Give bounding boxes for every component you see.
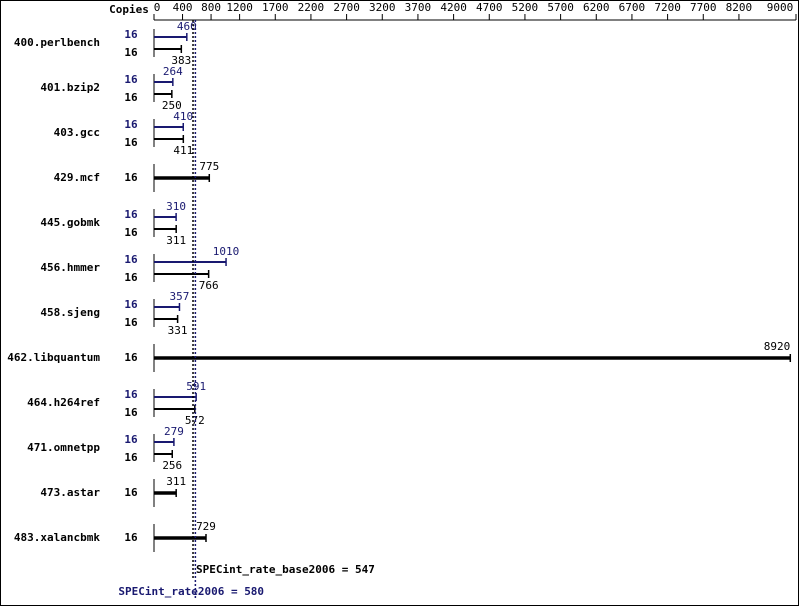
copies: 16 xyxy=(124,388,138,401)
copies: 16 xyxy=(124,73,138,86)
value-label: 766 xyxy=(199,279,219,292)
category-label: 445.gobmk xyxy=(40,216,100,229)
x-tick-label: 6700 xyxy=(619,1,646,14)
x-tick-label: 2200 xyxy=(298,1,325,14)
value-label: 310 xyxy=(166,200,186,213)
x-tick-label: 4200 xyxy=(440,1,467,14)
x-tick-label: 4700 xyxy=(476,1,503,14)
category-label: 403.gcc xyxy=(54,126,100,139)
x-tick-label: 400 xyxy=(173,1,193,14)
copies: 16 xyxy=(124,28,138,41)
copies: 16 xyxy=(124,46,138,59)
copies: 16 xyxy=(124,226,138,239)
category-label: 483.xalancbmk xyxy=(14,531,100,544)
copies: 16 xyxy=(124,91,138,104)
copies: 16 xyxy=(124,433,138,446)
x-tick-label: 9000 xyxy=(767,1,794,14)
x-tick-label: 3200 xyxy=(369,1,396,14)
x-tick-label: 6200 xyxy=(583,1,610,14)
x-tick-label: 1200 xyxy=(226,1,253,14)
x-tick-label: 0 xyxy=(154,1,161,14)
value-label: 357 xyxy=(170,290,190,303)
reference-label: SPECint_rate2006 = 580 xyxy=(118,585,264,598)
x-tick-label: 1700 xyxy=(262,1,289,14)
value-label: 383 xyxy=(171,54,191,67)
category-label: 471.omnetpp xyxy=(27,441,100,454)
value-label: 775 xyxy=(199,160,219,173)
value-label: 591 xyxy=(186,380,206,393)
copies: 16 xyxy=(124,271,138,284)
x-tick-label: 8200 xyxy=(726,1,753,14)
value-label: 279 xyxy=(164,425,184,438)
copies-header: Copies xyxy=(109,3,149,16)
copies: 16 xyxy=(124,486,138,499)
x-tick-label: 2700 xyxy=(333,1,360,14)
copies: 16 xyxy=(124,531,138,544)
x-tick-label: 7700 xyxy=(690,1,717,14)
copies: 16 xyxy=(124,406,138,419)
copies: 16 xyxy=(124,136,138,149)
copies: 16 xyxy=(124,208,138,221)
x-tick-label: 800 xyxy=(201,1,221,14)
category-label: 456.hmmer xyxy=(40,261,100,274)
copies: 16 xyxy=(124,171,138,184)
category-label: 462.libquantum xyxy=(7,351,100,364)
value-label: 460 xyxy=(177,20,197,33)
value-label: 311 xyxy=(166,234,186,247)
copies: 16 xyxy=(124,298,138,311)
x-tick-label: 3700 xyxy=(405,1,432,14)
copies: 16 xyxy=(124,253,138,266)
copies: 16 xyxy=(124,316,138,329)
value-label: 1010 xyxy=(213,245,240,258)
copies: 16 xyxy=(124,118,138,131)
value-label: 411 xyxy=(173,144,193,157)
copies: 16 xyxy=(124,451,138,464)
value-label: 264 xyxy=(163,65,183,78)
category-label: 400.perlbench xyxy=(14,36,100,49)
value-label: 8920 xyxy=(764,340,791,353)
copies: 16 xyxy=(124,351,138,364)
value-label: 256 xyxy=(162,459,182,472)
x-tick-label: 7200 xyxy=(654,1,681,14)
value-label: 250 xyxy=(162,99,182,112)
category-label: 464.h264ref xyxy=(27,396,100,409)
category-label: 458.sjeng xyxy=(40,306,100,319)
value-label: 331 xyxy=(168,324,188,337)
value-label: 311 xyxy=(166,475,186,488)
category-label: 429.mcf xyxy=(54,171,100,184)
category-label: 401.bzip2 xyxy=(40,81,100,94)
value-label: 729 xyxy=(196,520,216,533)
category-label: 473.astar xyxy=(40,486,100,499)
reference-label: SPECint_rate_base2006 = 547 xyxy=(196,563,375,576)
value-label: 410 xyxy=(173,110,193,123)
x-tick-label: 5200 xyxy=(512,1,539,14)
x-tick-label: 5700 xyxy=(547,1,574,14)
